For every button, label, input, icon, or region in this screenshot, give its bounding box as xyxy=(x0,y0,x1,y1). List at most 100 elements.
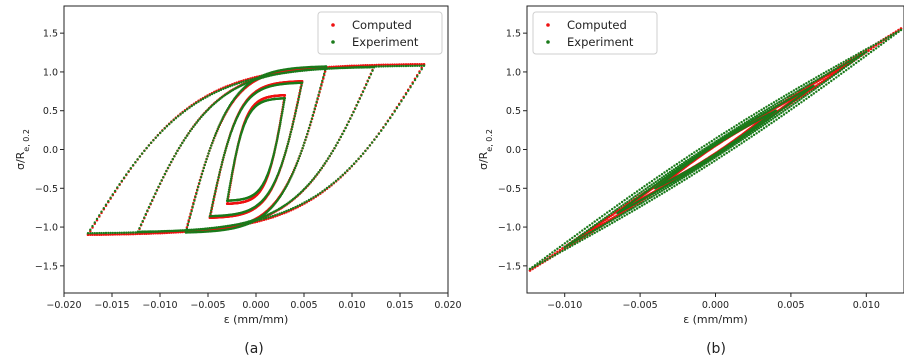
data-point xyxy=(295,107,298,110)
data-point xyxy=(330,183,333,186)
data-point xyxy=(152,139,155,142)
data-point xyxy=(323,68,327,72)
data-point xyxy=(670,186,674,189)
data-point xyxy=(643,203,646,206)
data-point xyxy=(227,192,230,196)
data-point xyxy=(196,189,199,192)
data-point xyxy=(202,166,205,170)
data-point xyxy=(371,69,374,73)
data-point xyxy=(189,129,192,133)
data-point xyxy=(630,210,634,213)
data-point xyxy=(757,110,761,113)
data-point xyxy=(307,129,310,133)
data-point xyxy=(219,165,223,169)
data-point xyxy=(802,83,806,86)
data-point xyxy=(561,247,564,250)
data-point xyxy=(832,66,835,69)
data-point xyxy=(546,258,549,261)
data-point xyxy=(391,65,394,68)
data-point xyxy=(232,165,235,168)
data-point xyxy=(413,78,417,82)
data-point xyxy=(595,222,599,225)
data-point xyxy=(556,247,559,250)
data-point xyxy=(233,157,237,161)
data-point xyxy=(322,164,325,167)
data-point xyxy=(834,67,838,71)
data-point xyxy=(653,178,656,181)
data-point xyxy=(219,88,223,92)
data-point xyxy=(220,163,223,166)
data-point xyxy=(738,143,741,147)
data-point xyxy=(623,214,626,217)
data-point xyxy=(294,109,298,113)
data-point xyxy=(285,147,288,150)
data-point xyxy=(867,49,870,52)
data-point xyxy=(296,159,300,163)
data-point xyxy=(830,67,833,71)
data-point xyxy=(280,112,284,115)
data-point xyxy=(293,196,296,199)
data-point xyxy=(589,231,593,234)
data-point xyxy=(816,85,819,89)
data-point xyxy=(772,101,776,104)
data-point xyxy=(720,133,723,136)
data-point xyxy=(195,192,198,196)
data-point xyxy=(287,208,290,212)
data-point xyxy=(102,207,106,210)
x-tick-label: 0.020 xyxy=(434,300,461,311)
data-point xyxy=(761,124,765,127)
data-point xyxy=(116,186,119,189)
data-point xyxy=(563,248,567,251)
data-point xyxy=(614,217,617,220)
data-point xyxy=(620,213,623,216)
data-point xyxy=(604,223,607,226)
data-point xyxy=(798,98,801,102)
data-point xyxy=(690,174,693,177)
data-point xyxy=(209,105,212,109)
data-point xyxy=(293,115,296,118)
data-point xyxy=(184,231,188,234)
data-point xyxy=(767,123,771,127)
data-point xyxy=(321,79,324,83)
data-point xyxy=(199,99,202,102)
data-point xyxy=(298,203,302,207)
data-point xyxy=(380,129,383,132)
data-point xyxy=(770,121,773,125)
data-point xyxy=(332,181,335,184)
data-point xyxy=(282,155,286,158)
data-point xyxy=(658,174,661,178)
data-point xyxy=(189,213,192,216)
panel-a: −0.020 −0.015 −0.010 −0.005 0.000 0.005 0.010 0… xyxy=(14,5,462,326)
data-point xyxy=(685,177,689,180)
data-point xyxy=(804,94,807,97)
data-point xyxy=(289,130,293,134)
data-point xyxy=(787,92,791,95)
data-point xyxy=(218,173,221,176)
data-point xyxy=(317,93,320,97)
data-point xyxy=(221,117,224,120)
data-point xyxy=(541,258,544,261)
data-point xyxy=(599,225,603,228)
data-point xyxy=(777,116,781,120)
data-point xyxy=(209,212,212,215)
data-point xyxy=(608,209,611,213)
data-point xyxy=(571,236,574,240)
data-point xyxy=(652,194,655,197)
data-point xyxy=(382,126,385,129)
data-point xyxy=(538,262,542,265)
data-point xyxy=(646,186,649,189)
data-point xyxy=(626,200,629,204)
data-point xyxy=(230,175,233,179)
data-point xyxy=(225,202,229,206)
data-point xyxy=(418,64,421,68)
data-point xyxy=(784,97,787,100)
data-point xyxy=(190,210,193,213)
data-point xyxy=(772,117,775,120)
data-point xyxy=(294,112,297,116)
data-point xyxy=(170,160,173,164)
data-point xyxy=(836,71,840,74)
data-point xyxy=(864,54,868,57)
data-point xyxy=(872,44,875,47)
data-point xyxy=(116,231,119,235)
data-point xyxy=(212,102,216,106)
